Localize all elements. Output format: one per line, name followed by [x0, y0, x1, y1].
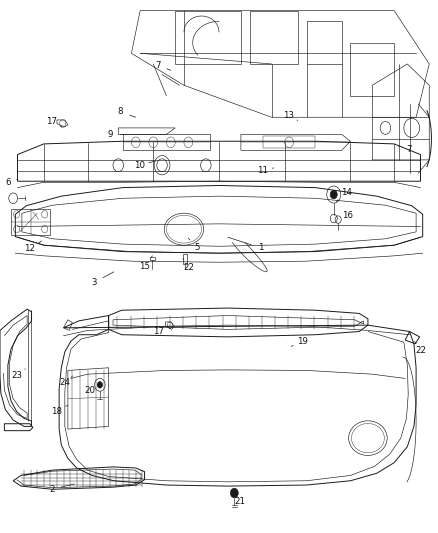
- Text: 18: 18: [51, 407, 63, 416]
- Text: 20: 20: [84, 386, 95, 394]
- Text: 14: 14: [340, 189, 352, 197]
- Text: 6: 6: [5, 178, 11, 187]
- Text: 13: 13: [283, 111, 294, 119]
- Text: 23: 23: [11, 372, 22, 380]
- Text: 8: 8: [118, 108, 123, 116]
- Circle shape: [330, 190, 337, 199]
- Text: 15: 15: [139, 262, 150, 271]
- Text: 3: 3: [92, 278, 97, 287]
- Text: 17: 17: [153, 327, 165, 336]
- Text: 22: 22: [184, 263, 195, 272]
- Text: 5: 5: [194, 244, 200, 252]
- Text: 24: 24: [59, 378, 71, 387]
- Text: 7: 7: [155, 61, 160, 69]
- Text: 11: 11: [257, 166, 268, 175]
- Circle shape: [230, 488, 238, 498]
- Text: 10: 10: [134, 161, 145, 169]
- Text: 21: 21: [234, 497, 246, 505]
- Text: 1: 1: [258, 244, 263, 252]
- Text: 22: 22: [415, 346, 426, 355]
- Text: 9: 9: [108, 130, 113, 139]
- Text: 7: 7: [406, 145, 411, 154]
- Text: 17: 17: [46, 117, 57, 126]
- Text: 12: 12: [24, 245, 35, 253]
- Text: 19: 19: [297, 337, 307, 345]
- Text: 2: 2: [49, 485, 54, 494]
- Circle shape: [97, 382, 102, 388]
- Text: 16: 16: [342, 211, 353, 220]
